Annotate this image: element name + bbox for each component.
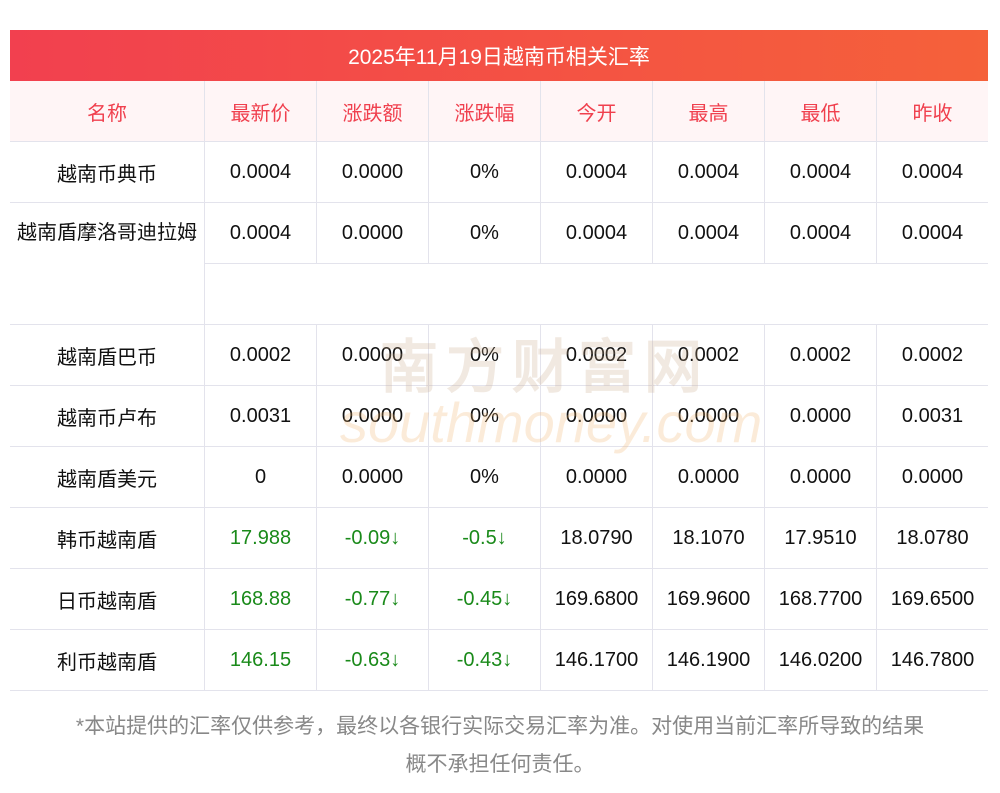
col-header-change-pct: 涨跌幅: [429, 81, 541, 141]
cell-latest: 146.15: [205, 630, 317, 690]
cell-name: 利币越南盾: [10, 630, 205, 690]
page-title: 2025年11月19日越南币相关汇率: [10, 30, 988, 81]
cell-change: 0.0000: [317, 447, 429, 507]
disclaimer-line-2: 概不承担任何责任。: [405, 753, 595, 776]
cell-change-pct: 0%: [429, 142, 541, 202]
cell-open: 169.6800: [541, 569, 653, 629]
cell-change-pct: -0.5↓: [429, 508, 541, 568]
cell-high: 169.9600: [653, 569, 765, 629]
cell-high: 146.1900: [653, 630, 765, 690]
table-row: 韩币越南盾 17.988 -0.09↓ -0.5↓ 18.0790 18.1070 17.9…: [10, 508, 988, 569]
cell-change-pct: 0%: [429, 386, 541, 446]
cell-prev-close: 0.0004: [901, 221, 964, 244]
cell-low: 168.7700: [765, 569, 877, 629]
table-row: 越南币卢布 0.0031 0.0000 0% 0.0000 0.0000 0.0000 0.0…: [10, 386, 988, 447]
cell-latest: 0.0002: [205, 325, 317, 385]
cell-prev-close: 146.7800: [890, 648, 975, 671]
table-row: 利币越南盾 146.15 -0.63↓ -0.43↓ 146.1700 146.1900 1…: [10, 630, 988, 691]
cell-high: 0.0000: [653, 386, 765, 446]
cell-latest: 168.88: [205, 569, 317, 629]
exchange-rate-table: 名称 最新价 涨跌额 涨跌幅 今开 最高 最低 昨收 越南币典币 0.0004 0.…: [10, 81, 988, 691]
cell-name: 越南币典币: [10, 142, 205, 202]
cell-prev-close: 169.6500: [890, 587, 975, 610]
cell-name: 日币越南盾: [10, 569, 205, 629]
table-row: 日币越南盾 168.88 -0.77↓ -0.45↓ 169.6800 169.9600 1…: [10, 569, 988, 630]
cell-latest: 0.0004: [205, 142, 317, 202]
cell-low: 0.0004: [765, 203, 877, 263]
cell-prev-close: 0.0031: [901, 404, 964, 427]
col-header-high: 最高: [653, 81, 765, 141]
cell-prev-close: 18.0780: [896, 526, 969, 549]
cell-open: 146.1700: [541, 630, 653, 690]
cell-open: 0.0004: [541, 142, 653, 202]
cell-prev-close: 0.0000: [901, 465, 964, 488]
col-header-name: 名称: [10, 81, 205, 141]
cell-change-pct: 0%: [429, 447, 541, 507]
cell-latest: 0: [205, 447, 317, 507]
cell-change-pct: -0.45↓: [429, 569, 541, 629]
table-row: 越南币典币 0.0004 0.0000 0% 0.0004 0.0004 0.0004 0.0…: [10, 142, 988, 203]
col-header-prev-close: 昨收: [912, 102, 953, 125]
cell-change: -0.63↓: [317, 630, 429, 690]
cell-name: 越南盾摩洛哥迪拉姆: [10, 203, 205, 324]
cell-open: 0.0004: [541, 203, 653, 263]
cell-name: 越南盾美元: [10, 447, 205, 507]
cell-prev-close: 0.0002: [901, 343, 964, 366]
cell-change-pct: 0%: [429, 203, 541, 263]
cell-low: 0.0004: [765, 142, 877, 202]
cell-change: 0.0000: [317, 142, 429, 202]
cell-name: 越南币卢布: [10, 386, 205, 446]
cell-change: 0.0000: [317, 325, 429, 385]
cell-high: 0.0004: [653, 142, 765, 202]
cell-change: 0.0000: [317, 203, 429, 263]
cell-latest: 17.988: [205, 508, 317, 568]
cell-name: 越南盾巴币: [10, 325, 205, 385]
cell-low: 146.0200: [765, 630, 877, 690]
table-row: 越南盾美元 0 0.0000 0% 0.0000 0.0000 0.0000 0.0000: [10, 447, 988, 508]
col-header-open: 今开: [541, 81, 653, 141]
cell-name: 韩币越南盾: [10, 508, 205, 568]
cell-open: 0.0000: [541, 447, 653, 507]
cell-high: 0.0004: [653, 203, 765, 263]
cell-low: 0.0000: [765, 447, 877, 507]
cell-latest: 0.0031: [205, 386, 317, 446]
cell-high: 0.0002: [653, 325, 765, 385]
cell-change-pct: 0%: [429, 325, 541, 385]
cell-change: 0.0000: [317, 386, 429, 446]
table-row: 越南盾摩洛哥迪拉姆 0.0004 0.0000 0% 0.0004 0.0004 0.000…: [10, 203, 988, 325]
table-row: 越南盾巴币 0.0002 0.0000 0% 0.0002 0.0002 0.0002 0.0…: [10, 325, 988, 386]
cell-change: -0.77↓: [317, 569, 429, 629]
cell-latest: 0.0004: [205, 203, 317, 263]
cell-open: 0.0000: [541, 386, 653, 446]
cell-low: 0.0000: [765, 386, 877, 446]
col-header-change: 涨跌额: [317, 81, 429, 141]
cell-change: -0.09↓: [317, 508, 429, 568]
cell-high: 0.0000: [653, 447, 765, 507]
cell-high: 18.1070: [653, 508, 765, 568]
cell-prev-close: 0.0004: [901, 160, 964, 183]
disclaimer: *本站提供的汇率仅供参考，最终以各银行实际交易汇率为准。对使用当前汇率所导致的结…: [0, 708, 1000, 784]
cell-low: 17.9510: [765, 508, 877, 568]
cell-low: 0.0002: [765, 325, 877, 385]
col-header-low: 最低: [765, 81, 877, 141]
disclaimer-line-1: *本站提供的汇率仅供参考，最终以各银行实际交易汇率为准。对使用当前汇率所导致的结…: [75, 715, 925, 738]
cell-change-pct: -0.43↓: [429, 630, 541, 690]
cell-open: 0.0002: [541, 325, 653, 385]
table-header: 名称 最新价 涨跌额 涨跌幅 今开 最高 最低 昨收: [10, 81, 988, 142]
cell-open: 18.0790: [541, 508, 653, 568]
col-header-latest: 最新价: [205, 81, 317, 141]
